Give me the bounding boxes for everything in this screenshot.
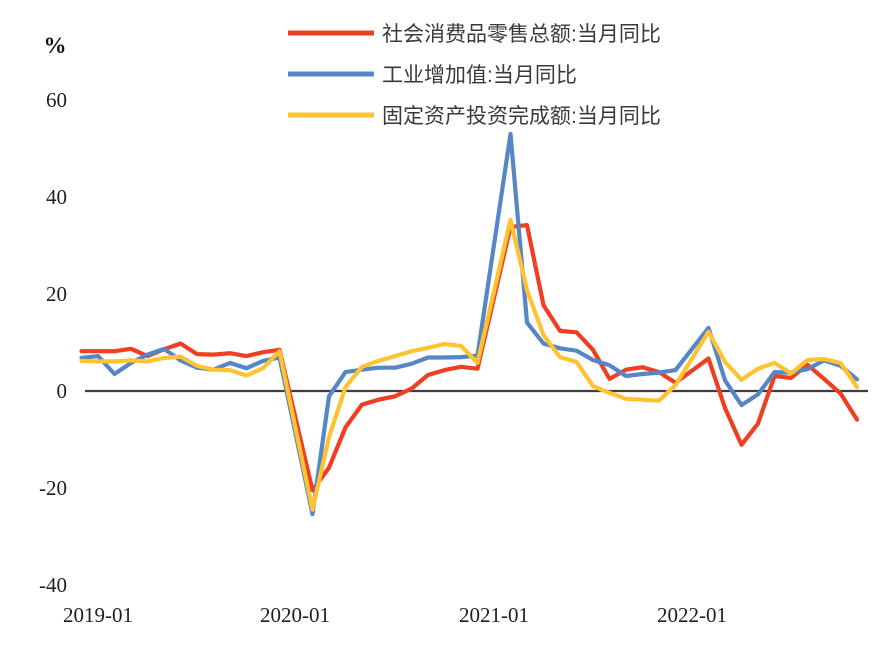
series-line-industrial-output [79, 131, 860, 517]
y-axis-tick-labels: 60 40 20 0 -20 -40 [39, 88, 67, 597]
series-lines [79, 131, 860, 517]
legend-label-industrial-output: 工业增加值:当月同比 [382, 64, 577, 87]
legend-label-fixed-investment: 固定资产投资完成额:当月同比 [382, 105, 661, 128]
y-tick-label: -40 [39, 573, 67, 597]
series-line-fixed-investment [79, 217, 860, 512]
y-axis-unit-label: % [44, 33, 67, 58]
x-tick-label: 2019-01 [63, 603, 133, 627]
x-tick-label: 2022-01 [657, 603, 727, 627]
y-tick-label: 60 [46, 88, 67, 112]
series-line-retail-sales [79, 223, 860, 493]
legend-item-industrial-output: 工业增加值:当月同比 [288, 64, 577, 87]
y-tick-label: 40 [46, 185, 67, 209]
x-axis-tick-labels: 2019-01 2020-01 2021-01 2022-01 [63, 603, 727, 627]
chart-legend: 社会消费品零售总额:当月同比 工业增加值:当月同比 固定资产投资完成额:当月同比 [288, 23, 661, 128]
legend-item-fixed-investment: 固定资产投资完成额:当月同比 [288, 105, 661, 128]
y-tick-label: -20 [39, 476, 67, 500]
x-tick-label: 2020-01 [260, 603, 330, 627]
legend-label-retail-sales: 社会消费品零售总额:当月同比 [382, 23, 661, 46]
x-tick-label: 2021-01 [459, 603, 529, 627]
legend-item-retail-sales: 社会消费品零售总额:当月同比 [288, 23, 661, 46]
y-tick-label: 0 [57, 379, 68, 403]
y-tick-label: 20 [46, 282, 67, 306]
